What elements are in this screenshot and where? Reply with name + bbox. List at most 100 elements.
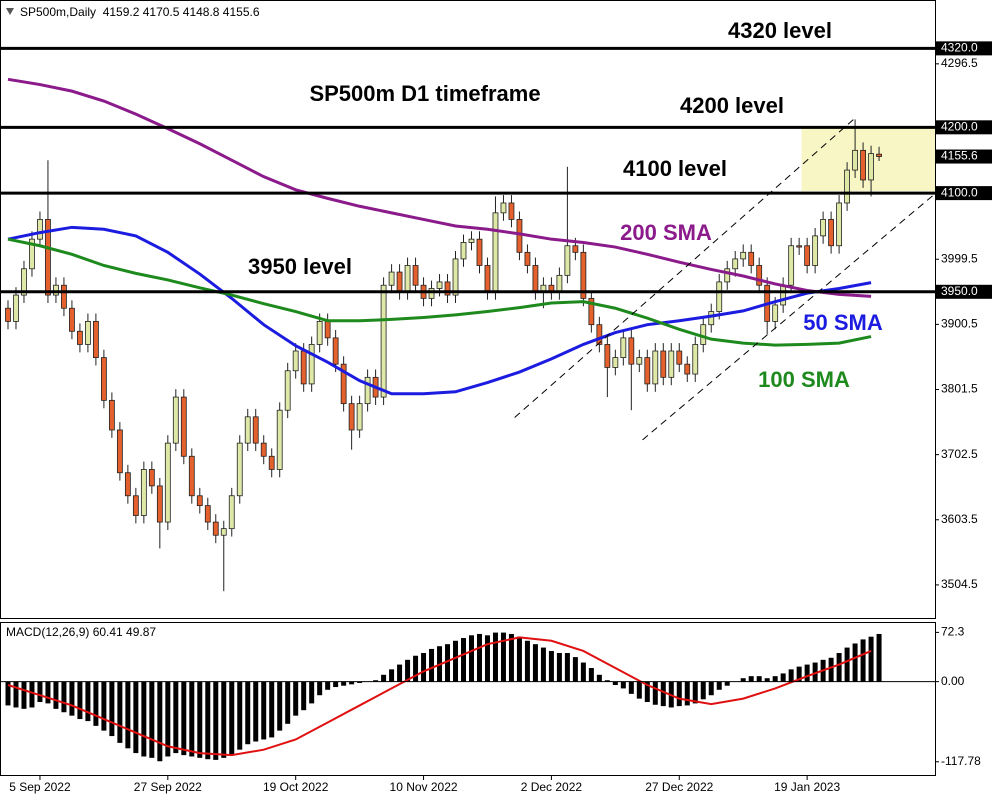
macd-bar bbox=[109, 681, 115, 737]
macd-bar bbox=[221, 681, 227, 758]
candle-body bbox=[524, 251, 531, 266]
candle-body bbox=[684, 363, 691, 375]
candle-body bbox=[556, 274, 563, 293]
candle-body bbox=[804, 245, 811, 266]
candle-body bbox=[644, 357, 651, 385]
level-annotation: 4100 level bbox=[623, 156, 727, 181]
macd-bar bbox=[692, 681, 698, 704]
candle-body bbox=[100, 357, 107, 401]
level-annotation: 4200 level bbox=[680, 93, 784, 118]
candle-body bbox=[188, 455, 195, 497]
candle-body bbox=[204, 505, 211, 523]
macd-bar bbox=[572, 657, 578, 682]
candle-body bbox=[660, 350, 667, 378]
macd-bar bbox=[277, 681, 283, 731]
candle-body bbox=[380, 284, 387, 398]
candle-body bbox=[77, 330, 83, 345]
macd-bar bbox=[484, 635, 490, 682]
macd-bar bbox=[237, 681, 243, 750]
candle-body bbox=[868, 153, 874, 181]
candle-body bbox=[284, 370, 291, 411]
macd-bar bbox=[293, 681, 299, 716]
candle-body bbox=[292, 350, 299, 372]
plot-area bbox=[5, 77, 935, 592]
macd-bar bbox=[141, 681, 147, 757]
macd-bar bbox=[540, 647, 546, 682]
macd-bar bbox=[13, 681, 19, 708]
macd-bar bbox=[85, 681, 91, 722]
candle-body bbox=[604, 344, 611, 368]
macd-bar bbox=[868, 636, 874, 682]
macd-bar bbox=[333, 681, 339, 688]
candle-body bbox=[108, 399, 115, 431]
macd-bar bbox=[804, 664, 810, 682]
macd-bar bbox=[101, 681, 107, 731]
candle-body bbox=[844, 169, 850, 204]
candle-body bbox=[708, 311, 715, 326]
channel-line bbox=[514, 118, 855, 418]
macd-bar bbox=[301, 681, 307, 711]
macd-bar bbox=[788, 669, 794, 682]
macd-bar bbox=[213, 681, 219, 760]
candle-body bbox=[580, 251, 587, 299]
macd-bar bbox=[740, 678, 746, 682]
y-tick-label: 3999.5 bbox=[941, 251, 978, 265]
macd-bar bbox=[229, 681, 235, 756]
macd-header: MACD(12,26,9) 60.41 49.87 bbox=[6, 625, 156, 639]
y-tick-label: 72.3 bbox=[941, 625, 965, 639]
candle-body bbox=[252, 416, 259, 444]
candle-body bbox=[820, 219, 827, 237]
macd-bar bbox=[716, 681, 722, 690]
macd-bar bbox=[117, 681, 123, 743]
macd-bar bbox=[93, 681, 99, 726]
candle-body bbox=[860, 149, 866, 181]
candle-body bbox=[340, 363, 347, 405]
candle-body bbox=[124, 472, 131, 497]
candle-body bbox=[876, 153, 882, 157]
macd-bar bbox=[756, 676, 762, 682]
channel-line bbox=[642, 194, 935, 441]
sma-annotation: 50 SMA bbox=[803, 310, 883, 335]
macd-bar bbox=[828, 657, 834, 682]
level-price-label: 4200.0 bbox=[941, 119, 978, 133]
candle-body bbox=[484, 265, 491, 293]
candle-body bbox=[796, 245, 803, 248]
macd-bar bbox=[261, 681, 267, 740]
candle-body bbox=[220, 528, 227, 536]
candle-body bbox=[116, 429, 123, 474]
candle-body bbox=[308, 344, 315, 385]
macd-bar bbox=[604, 680, 610, 682]
level-price-label: 3950.0 bbox=[941, 284, 978, 298]
macd-bar bbox=[373, 680, 379, 682]
candle-body bbox=[572, 245, 579, 253]
candle-body bbox=[532, 265, 539, 293]
sma-line bbox=[7, 225, 872, 396]
candle-body bbox=[85, 321, 91, 345]
candle-body bbox=[852, 149, 858, 171]
candle-body bbox=[636, 357, 643, 365]
macd-bar bbox=[612, 681, 618, 686]
macd-bar bbox=[45, 681, 51, 704]
candle-body bbox=[476, 238, 483, 266]
level-annotation: 3950 level bbox=[248, 254, 352, 279]
candle-body bbox=[172, 396, 179, 444]
candle-body bbox=[452, 258, 459, 296]
y-tick-label: 3603.5 bbox=[941, 512, 978, 526]
macd-bar bbox=[413, 655, 419, 682]
candle-body bbox=[812, 235, 819, 266]
macd-bar bbox=[772, 676, 778, 682]
macd-bar bbox=[325, 681, 331, 690]
candle-body bbox=[164, 442, 171, 523]
x-tick-label: 27 Dec 2022 bbox=[645, 780, 713, 794]
candle-body bbox=[180, 396, 187, 457]
candle-body bbox=[836, 202, 843, 247]
macd-bar bbox=[317, 681, 323, 696]
candle-body bbox=[492, 212, 499, 293]
macd-bar bbox=[532, 644, 538, 682]
candle-body bbox=[29, 238, 35, 270]
macd-bar bbox=[53, 681, 59, 709]
candle-body bbox=[612, 357, 619, 368]
candle-body bbox=[268, 455, 275, 470]
macd-bar bbox=[445, 644, 451, 682]
